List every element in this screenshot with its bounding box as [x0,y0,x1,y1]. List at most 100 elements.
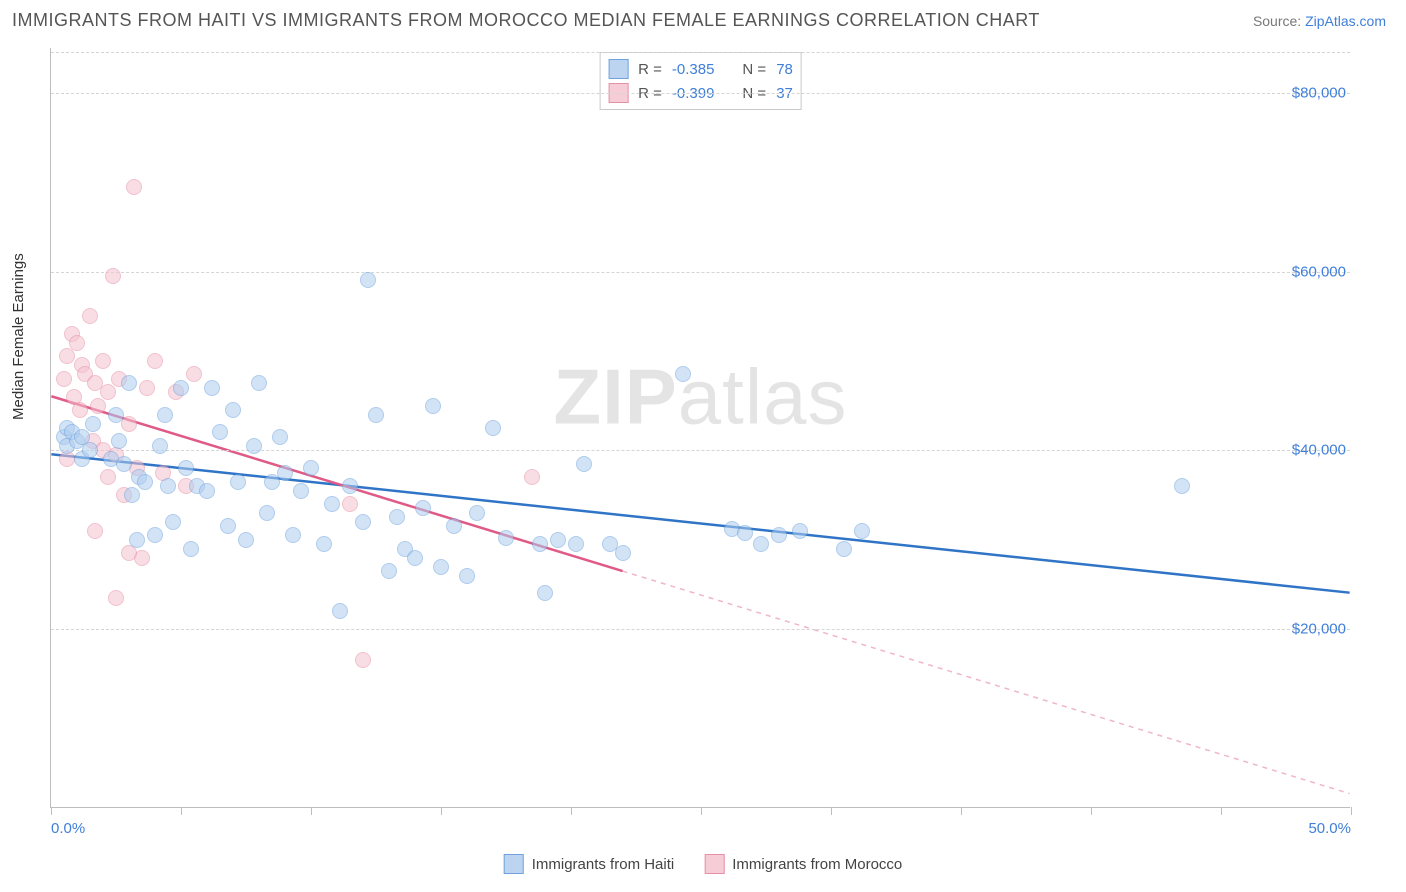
data-point [415,500,431,516]
data-point [186,366,202,382]
data-point [183,541,199,557]
data-point [485,420,501,436]
legend-swatch [704,854,724,874]
x-tick-label: 0.0% [51,820,85,837]
y-tick-label: $60,000 [1292,263,1346,280]
y-tick-label: $20,000 [1292,621,1346,638]
grid-line [51,272,1350,273]
chart-header: IMMIGRANTS FROM HAITI VS IMMIGRANTS FROM… [0,0,1406,37]
data-point [316,536,332,552]
source-attribution: Source: ZipAtlas.com [1253,13,1386,29]
data-point [116,456,132,472]
y-tick-label: $40,000 [1292,442,1346,459]
source-prefix: Source: [1253,13,1305,29]
data-point [355,652,371,668]
x-tick [441,807,442,815]
grid-line [51,93,1350,94]
x-tick [831,807,832,815]
data-point [381,563,397,579]
data-point [737,525,753,541]
data-point [230,474,246,490]
data-point [157,407,173,423]
data-point [82,442,98,458]
data-point [108,407,124,423]
legend-label: Immigrants from Haiti [532,856,675,873]
grid-line [51,52,1350,53]
n-label: N = [742,61,766,78]
data-point [105,268,121,284]
data-point [425,398,441,414]
legend-item: Immigrants from Morocco [704,854,902,874]
chart-container: ZIPatlas R =-0.385N =78R =-0.399N =37 $2… [50,48,1350,808]
data-point [121,375,137,391]
source-link[interactable]: ZipAtlas.com [1305,13,1386,29]
data-point [342,496,358,512]
data-point [238,532,254,548]
data-point [259,505,275,521]
legend-swatch [608,59,628,79]
x-tick-label: 50.0% [1308,820,1351,837]
x-tick [1221,807,1222,815]
data-point [854,523,870,539]
data-point [95,353,111,369]
x-tick [961,807,962,815]
data-point [355,514,371,530]
data-point [285,527,301,543]
data-point [360,272,376,288]
data-point [100,384,116,400]
data-point [178,460,194,476]
data-point [389,509,405,525]
data-point [277,465,293,481]
trend-lines-svg [51,48,1350,807]
data-point [126,179,142,195]
trend-line-solid [51,454,1349,592]
data-point [111,433,127,449]
r-label: R = [638,61,662,78]
data-point [293,483,309,499]
data-point [173,380,189,396]
data-point [342,478,358,494]
data-point [836,541,852,557]
n-value: 78 [776,61,793,78]
stats-legend-row: R =-0.385N =78 [608,57,793,81]
data-point [87,523,103,539]
data-point [212,424,228,440]
data-point [199,483,215,499]
data-point [459,568,475,584]
data-point [152,438,168,454]
data-point [100,469,116,485]
grid-line [51,450,1350,451]
legend-label: Immigrants from Morocco [732,856,902,873]
y-tick-label: $80,000 [1292,84,1346,101]
stats-legend: R =-0.385N =78R =-0.399N =37 [599,52,802,110]
data-point [368,407,384,423]
data-point [72,402,88,418]
data-point [82,308,98,324]
series-legend: Immigrants from Haiti Immigrants from Mor… [504,854,903,874]
data-point [568,536,584,552]
data-point [139,380,155,396]
data-point [56,371,72,387]
data-point [433,559,449,575]
data-point [220,518,236,534]
data-point [165,514,181,530]
plot-area: ZIPatlas R =-0.385N =78R =-0.399N =37 $2… [50,48,1350,808]
data-point [792,523,808,539]
legend-item: Immigrants from Haiti [504,854,675,874]
data-point [246,438,262,454]
trend-line-dashed [623,571,1350,794]
data-point [129,532,145,548]
data-point [524,469,540,485]
data-point [121,416,137,432]
legend-swatch [504,854,524,874]
x-tick [1091,807,1092,815]
data-point [124,487,140,503]
chart-title: IMMIGRANTS FROM HAITI VS IMMIGRANTS FROM… [12,10,1040,31]
x-tick [701,807,702,815]
data-point [69,335,85,351]
data-point [324,496,340,512]
data-point [550,532,566,548]
data-point [498,530,514,546]
data-point [771,527,787,543]
data-point [204,380,220,396]
